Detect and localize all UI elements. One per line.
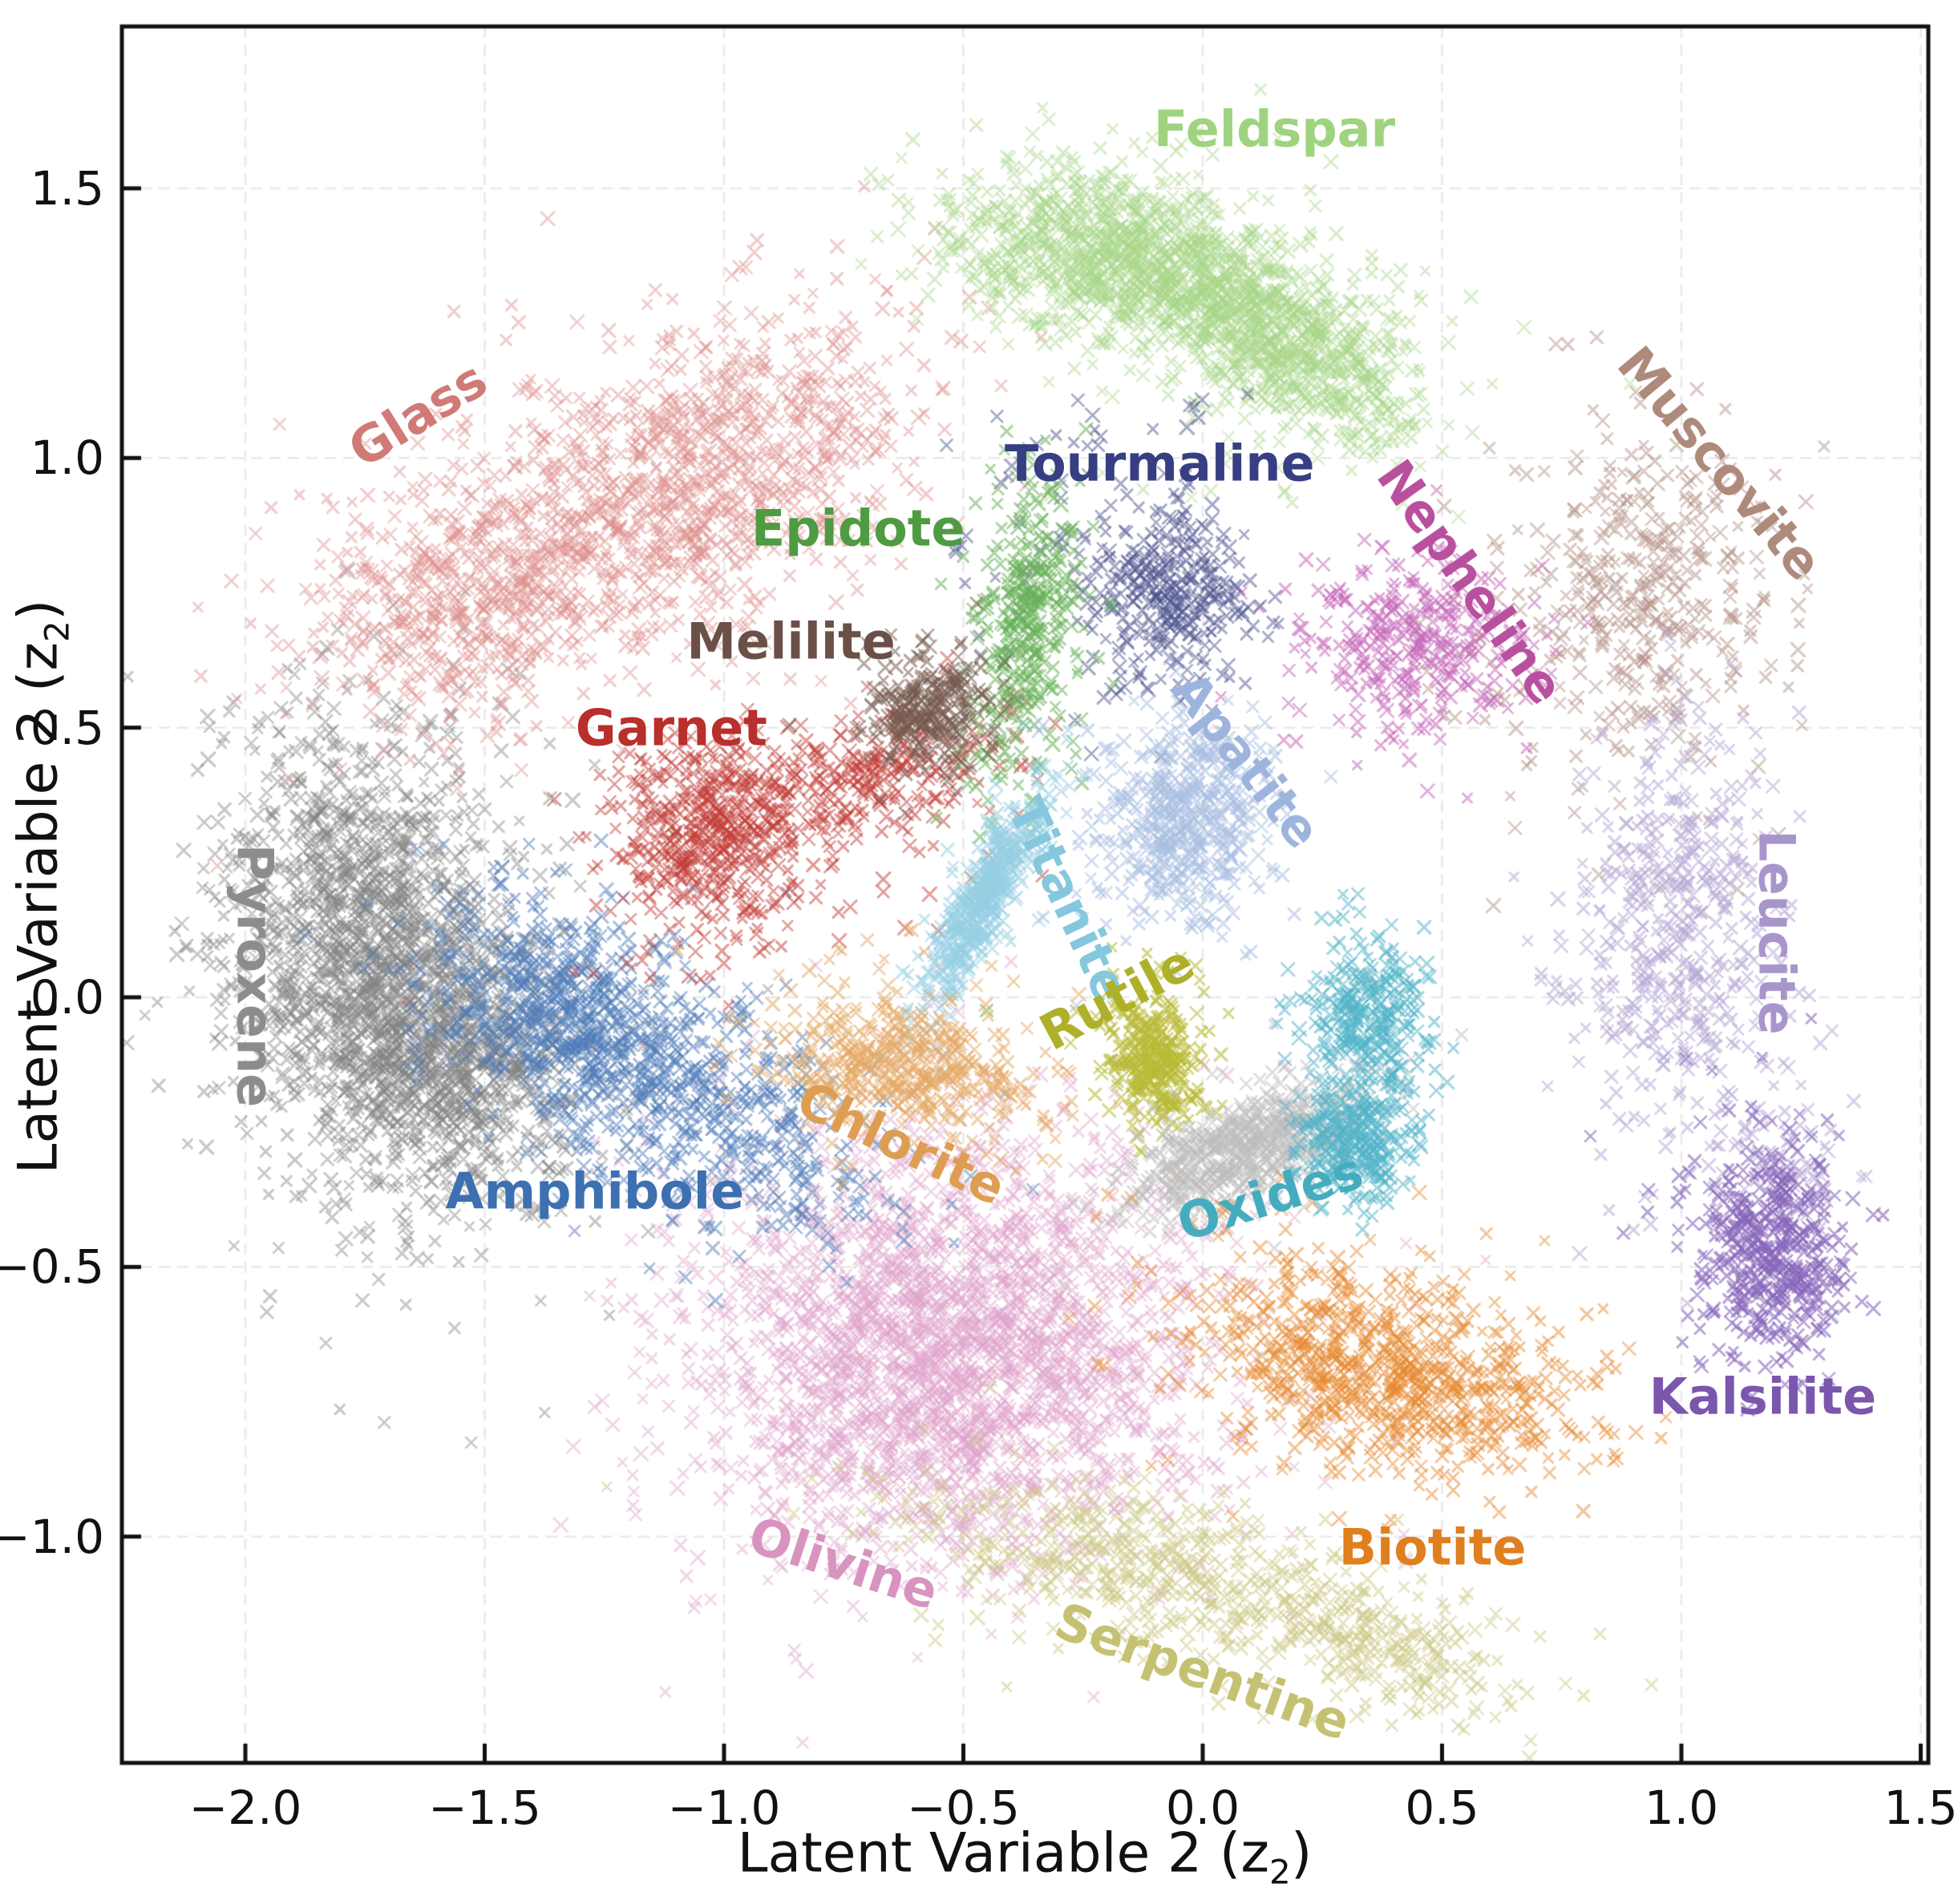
scatter-canvas xyxy=(0,0,1954,1904)
scatter-figure: Pyroxene Glass Feldspar Olivine Amphibole Gar… xyxy=(0,0,1954,1904)
